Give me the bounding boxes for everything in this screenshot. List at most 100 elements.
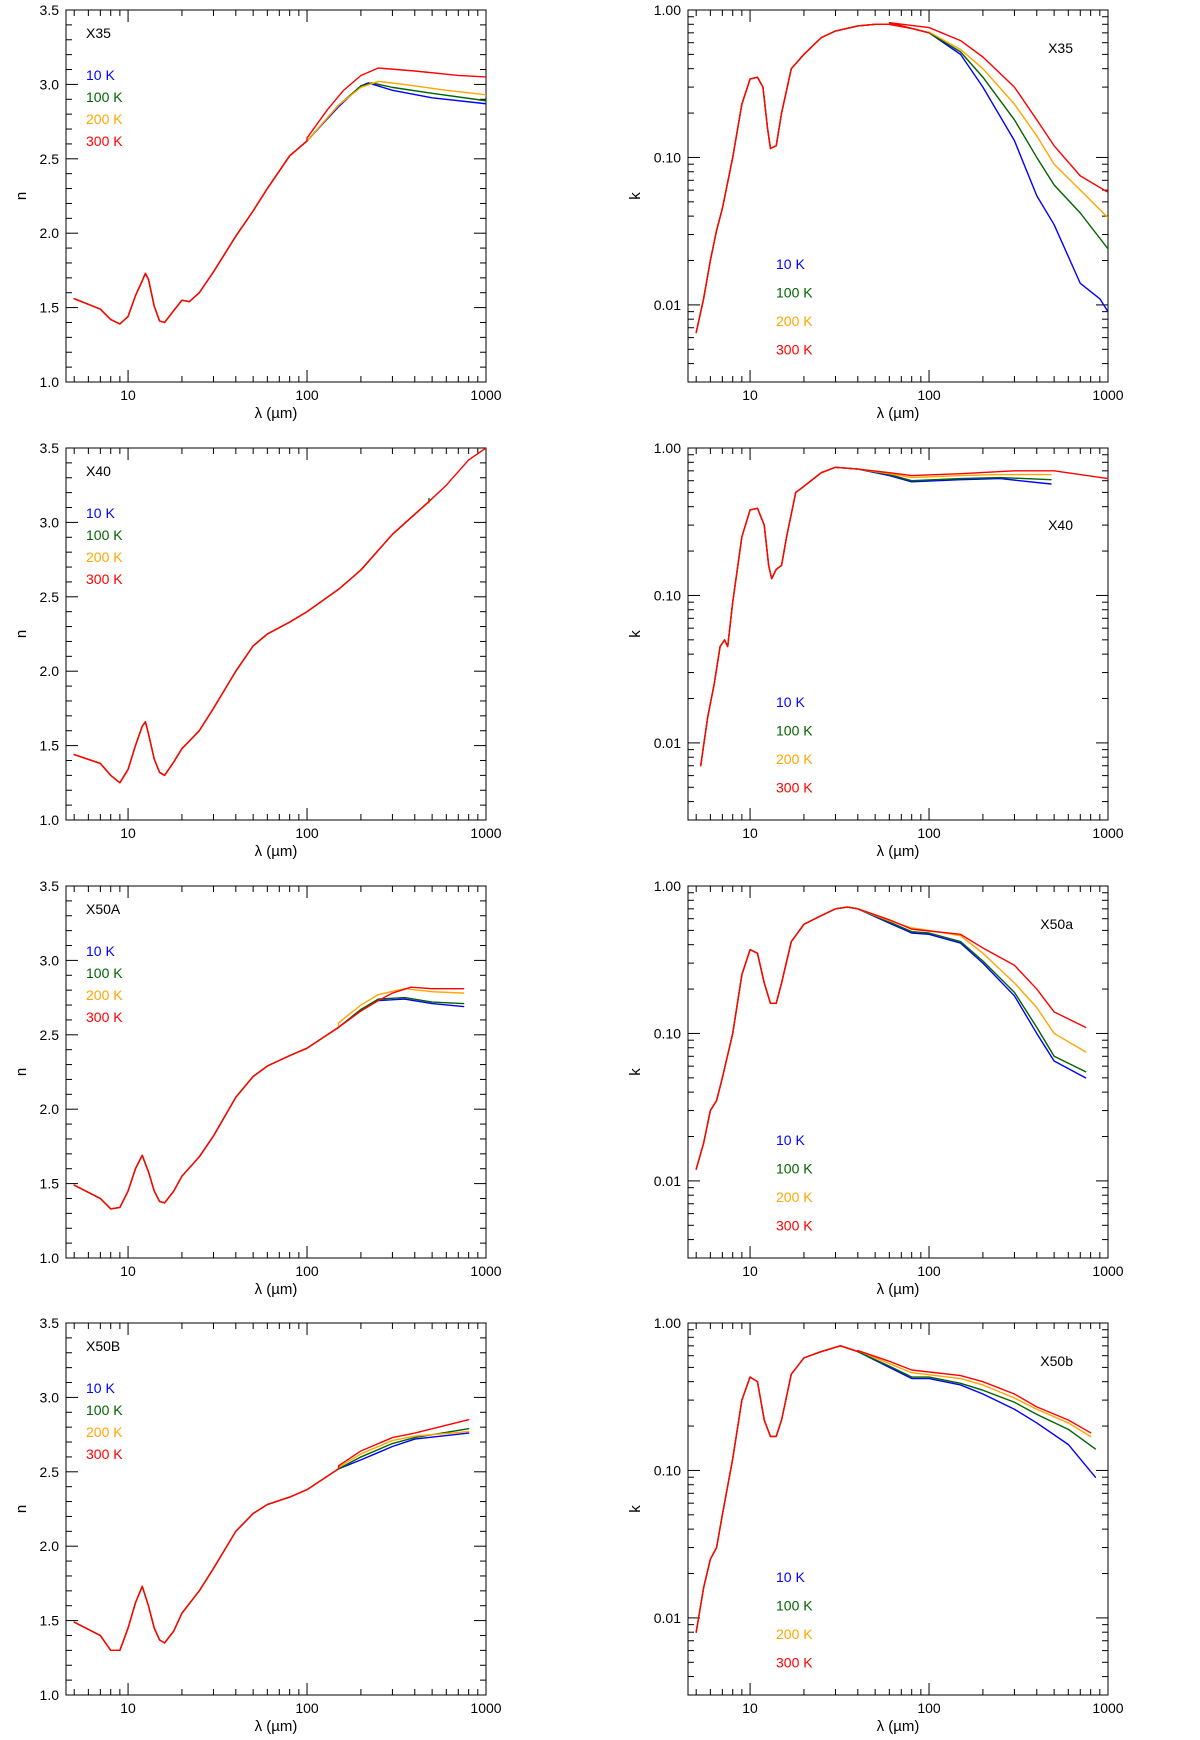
panel-3-x40-n: 10 100 1000 1.0 1.5 2.0 2.5 3.0 3.5 λ (µm) n X40 10 …: [13, 440, 502, 860]
panel-2-x35-k: 10 100 1000 0.01 0.10 1.00 λ (µm) k X35 10 K 100 K…: [627, 2, 1124, 422]
y-tick-label: 1.0: [40, 1687, 60, 1703]
legend-entry-200k: 200 K: [86, 111, 123, 127]
series-line-300k: [73, 67, 486, 325]
legend-entry-100k: 100 K: [86, 1402, 123, 1418]
x-axis-label: λ (µm): [877, 1281, 920, 1298]
series-line-10k: [695, 1345, 1097, 1633]
panel-title: X50A: [86, 901, 121, 917]
series-line-300k: [73, 986, 465, 1210]
y-tick-label: 3.0: [40, 1389, 60, 1405]
series-lines: [700, 466, 1108, 767]
x-tick-label: 1000: [470, 825, 501, 841]
legend-entry-300k: 300 K: [86, 1446, 123, 1462]
series-line-10k: [695, 906, 1087, 1170]
legend-entry-10k: 10 K: [776, 694, 805, 710]
x-tick-label: 10: [742, 387, 758, 403]
x-axis-label: λ (µm): [255, 1281, 298, 1298]
y-tick-label: 3.5: [40, 2, 60, 18]
y-tick-label: 0.10: [654, 149, 681, 165]
panel-title: X35: [1048, 40, 1073, 56]
x-axis-ticks: [695, 1323, 1109, 1695]
legend-entry-100k: 100 K: [776, 285, 813, 301]
legend-entry-200k: 200 K: [776, 313, 813, 329]
legend-entry-10k: 10 K: [86, 943, 115, 959]
legend-entry-100k: 100 K: [86, 965, 123, 981]
y-axis-label: k: [627, 1505, 644, 1513]
legend-entry-200k: 200 K: [86, 987, 123, 1003]
y-tick-label: 1.00: [654, 2, 681, 18]
legend-entry-200k: 200 K: [776, 751, 813, 767]
x-tick-label: 100: [917, 1263, 941, 1279]
x-axis-ticks: [695, 448, 1109, 820]
series-line-200k: [73, 80, 486, 325]
series-line-10k: [73, 1432, 470, 1652]
x-axis-label: λ (µm): [877, 1718, 920, 1735]
y-axis-ticks: [688, 1322, 1108, 1696]
plot-frame: [65, 447, 487, 821]
y-axis-ticks: [66, 9, 486, 383]
y-tick-label: 2.5: [40, 1464, 60, 1480]
x-tick-label: 10: [120, 825, 136, 841]
series-line-200k: [700, 466, 1052, 767]
series-line-200k: [73, 500, 430, 784]
y-tick-label: 1.00: [654, 1315, 681, 1331]
series-lines: [73, 1419, 470, 1652]
y-tick-label: 3.0: [40, 952, 60, 968]
legend-entry-200k: 200 K: [86, 549, 123, 565]
x-tick-label: 100: [917, 1700, 941, 1716]
x-tick-label: 10: [742, 1700, 758, 1716]
y-tick-label: 2.0: [40, 1101, 60, 1117]
series-line-100k: [73, 1427, 470, 1652]
series-line-200k: [695, 23, 1108, 334]
y-axis-label: n: [13, 1068, 30, 1076]
x-axis-label: λ (µm): [877, 843, 920, 860]
series-line-100k: [695, 906, 1087, 1170]
x-tick-label: 100: [295, 1700, 319, 1716]
y-tick-label: 0.10: [654, 1025, 681, 1041]
series-line-200k: [695, 906, 1087, 1170]
x-tick-label: 10: [742, 825, 758, 841]
legend-entry-100k: 100 K: [86, 89, 123, 105]
y-tick-label: 0.01: [654, 1610, 681, 1626]
legend-entry-100k: 100 K: [776, 1161, 813, 1177]
legend-entry-100k: 100 K: [776, 1598, 813, 1614]
x-axis-ticks: [695, 10, 1109, 382]
legend-entry-200k: 200 K: [776, 1626, 813, 1642]
x-tick-label: 1000: [1092, 1700, 1123, 1716]
y-tick-label: 3.5: [40, 1315, 60, 1331]
legend-entry-200k: 200 K: [776, 1189, 813, 1205]
series-lines: [695, 22, 1108, 334]
plot-frame: [687, 9, 1109, 383]
series-line-100k: [695, 1345, 1097, 1633]
x-tick-label: 1000: [1092, 387, 1123, 403]
panel-title: X50b: [1040, 1353, 1073, 1369]
legend-entry-300k: 300 K: [86, 133, 123, 149]
x-axis-ticks: [73, 448, 487, 820]
x-tick-label: 1000: [1092, 1263, 1123, 1279]
x-tick-label: 100: [917, 387, 941, 403]
series-lines: [73, 986, 465, 1210]
panel-8-x50b-k: 10 100 1000 0.01 0.10 1.00 λ (µm) k X50b 10 K 100 …: [627, 1315, 1124, 1735]
series-line-300k: [73, 1419, 470, 1652]
panel-title: X50a: [1040, 916, 1073, 932]
y-tick-label: 0.10: [654, 587, 681, 603]
panel-title: X35: [86, 25, 111, 41]
x-axis-label: λ (µm): [255, 405, 298, 422]
y-tick-label: 1.00: [654, 440, 681, 456]
panel-title: X40: [1048, 517, 1073, 533]
y-tick-label: 2.5: [40, 589, 60, 605]
series-line-300k: [695, 22, 1108, 334]
series-line-100k: [700, 466, 1052, 767]
plot-frame: [65, 9, 487, 383]
x-axis-ticks: [73, 10, 487, 382]
y-axis-ticks: [688, 9, 1108, 383]
y-tick-label: 1.0: [40, 812, 60, 828]
y-axis-ticks: [66, 447, 486, 821]
x-tick-label: 10: [120, 1263, 136, 1279]
x-tick-label: 10: [120, 387, 136, 403]
plot-frame: [687, 1322, 1109, 1696]
panel-4-x40-k: 10 100 1000 0.01 0.10 1.00 λ (µm) k X40 10 K 100 K…: [627, 440, 1124, 860]
y-tick-label: 2.5: [40, 151, 60, 167]
series-line-300k: [73, 448, 486, 784]
